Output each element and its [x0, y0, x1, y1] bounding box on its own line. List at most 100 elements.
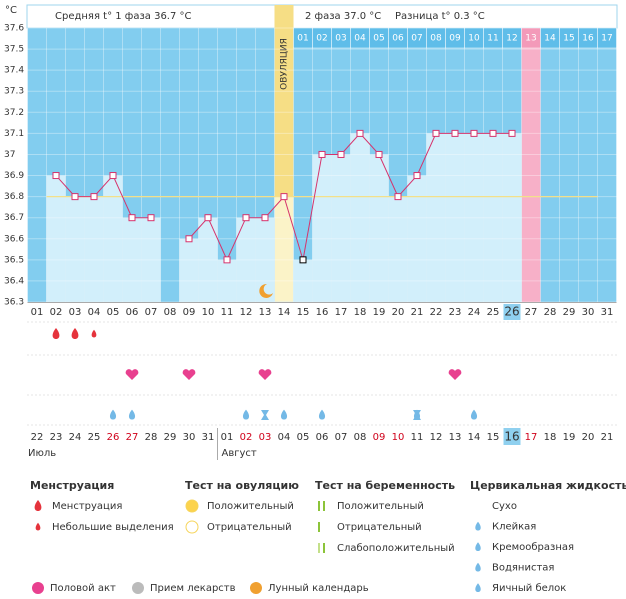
ovulation-label: ОВУЛЯЦИЯ: [280, 38, 290, 90]
temp-point: [261, 214, 269, 222]
legend-item: Небольшие выделения: [52, 522, 174, 533]
bar: [388, 196, 408, 303]
date: 06: [316, 432, 329, 443]
x-tick-label: 28: [544, 307, 557, 318]
legend-title: Цервикальная жидкость: [470, 479, 626, 492]
y-tick-label: 37.5: [4, 45, 24, 55]
top-day: 07: [411, 34, 422, 44]
legend-item: Положительный: [207, 501, 294, 512]
date: 08: [354, 432, 367, 443]
top-day: 10: [468, 34, 480, 44]
x-tick-label: 09: [183, 307, 196, 318]
temp-point: [223, 256, 231, 264]
date: 16: [504, 430, 519, 444]
legend-stripe: [318, 501, 320, 511]
x-tick-label: 27: [525, 307, 538, 318]
x-tick-label: 17: [335, 307, 348, 318]
y-tick-label: 37.2: [4, 108, 24, 118]
legend-item: Яичный белок: [492, 583, 566, 594]
drop-icon: [470, 409, 478, 420]
date: 05: [297, 432, 310, 443]
date: 02: [240, 432, 253, 443]
x-tick-label: 24: [468, 307, 481, 318]
drop-icon: [109, 409, 117, 420]
top-day: 09: [449, 34, 461, 44]
legend-item: Клейкая: [492, 522, 536, 533]
date: 13: [449, 432, 462, 443]
x-tick-label: 04: [88, 307, 101, 318]
legend-item: Слабоположительный: [337, 543, 455, 554]
temp-point: [128, 214, 136, 222]
legend-title: Тест на беременность: [315, 479, 455, 492]
legend-stripe: [323, 501, 325, 511]
x-tick-label: 12: [240, 307, 253, 318]
x-tick-label: 26: [504, 305, 519, 319]
temp-point: [375, 150, 383, 158]
drop-icon: [71, 328, 79, 339]
heart-icon: [448, 369, 462, 380]
legend-icon: [250, 582, 262, 594]
drop-icon: [242, 409, 250, 420]
drop-icon: [475, 562, 481, 572]
x-tick-label: 14: [278, 307, 291, 318]
legend-title: Менструация: [30, 479, 114, 492]
date: 14: [468, 432, 481, 443]
x-tick-label: 06: [126, 307, 139, 318]
top-day: 16: [582, 34, 594, 44]
date: 04: [278, 432, 291, 443]
drop-icon: [475, 583, 481, 592]
top-day: 12: [506, 34, 517, 44]
legend-item: Менструация: [52, 501, 122, 512]
heart-icon: [258, 369, 272, 380]
bar: [312, 154, 332, 303]
top-day: 15: [563, 34, 574, 44]
y-tick-label: 36.4: [4, 276, 24, 286]
legend-item: Сухо: [492, 501, 517, 512]
top-day: 17: [601, 34, 612, 44]
x-tick-label: 22: [430, 307, 443, 318]
drop-icon: [475, 501, 481, 510]
x-tick-label: 01: [31, 307, 44, 318]
legend-stripe: [318, 522, 320, 532]
legend-icon: [32, 582, 44, 594]
today-cell: [503, 304, 521, 320]
top-day: 14: [544, 34, 556, 44]
date: 12: [430, 432, 443, 443]
x-tick-label: 02: [50, 307, 63, 318]
x-tick-label: 13: [259, 307, 272, 318]
drop-icon: [318, 409, 326, 420]
temp-point: [147, 214, 155, 222]
today-date-cell: [503, 428, 521, 445]
legend-item: Водянистая: [492, 563, 554, 574]
moon: [259, 283, 273, 298]
top-day: 08: [430, 34, 442, 44]
date: 25: [88, 432, 101, 443]
date: 26: [107, 432, 120, 443]
phase2: 2 фаза 37.0 °C: [305, 11, 381, 22]
y-tick-label: 36.6: [4, 234, 24, 244]
bar: [65, 196, 85, 303]
unit: °C: [5, 5, 17, 16]
temp-point: [280, 193, 288, 201]
x-tick-label: 16: [316, 307, 329, 318]
date: 27: [126, 432, 139, 443]
x-tick-label: 20: [392, 307, 405, 318]
x-tick-label: 29: [563, 307, 576, 318]
top-day: 11: [487, 34, 498, 44]
legend-circle: [185, 499, 199, 513]
legend-circle: [185, 520, 199, 534]
legend-item: Отрицательный: [207, 522, 292, 533]
bar: [179, 238, 199, 303]
x-tick-label: 19: [373, 307, 386, 318]
x-tick-label: 21: [411, 307, 424, 318]
y-tick-label: 36.9: [4, 171, 24, 181]
top-day: 06: [392, 34, 404, 44]
temp-point: [242, 214, 250, 222]
temp-point: [90, 193, 98, 201]
x-tick-label: 30: [582, 307, 595, 318]
sticky-icon: [261, 410, 269, 420]
temp-point: [470, 129, 478, 137]
legend-item: Кремообразная: [492, 542, 574, 553]
drop-icon: [280, 409, 288, 420]
